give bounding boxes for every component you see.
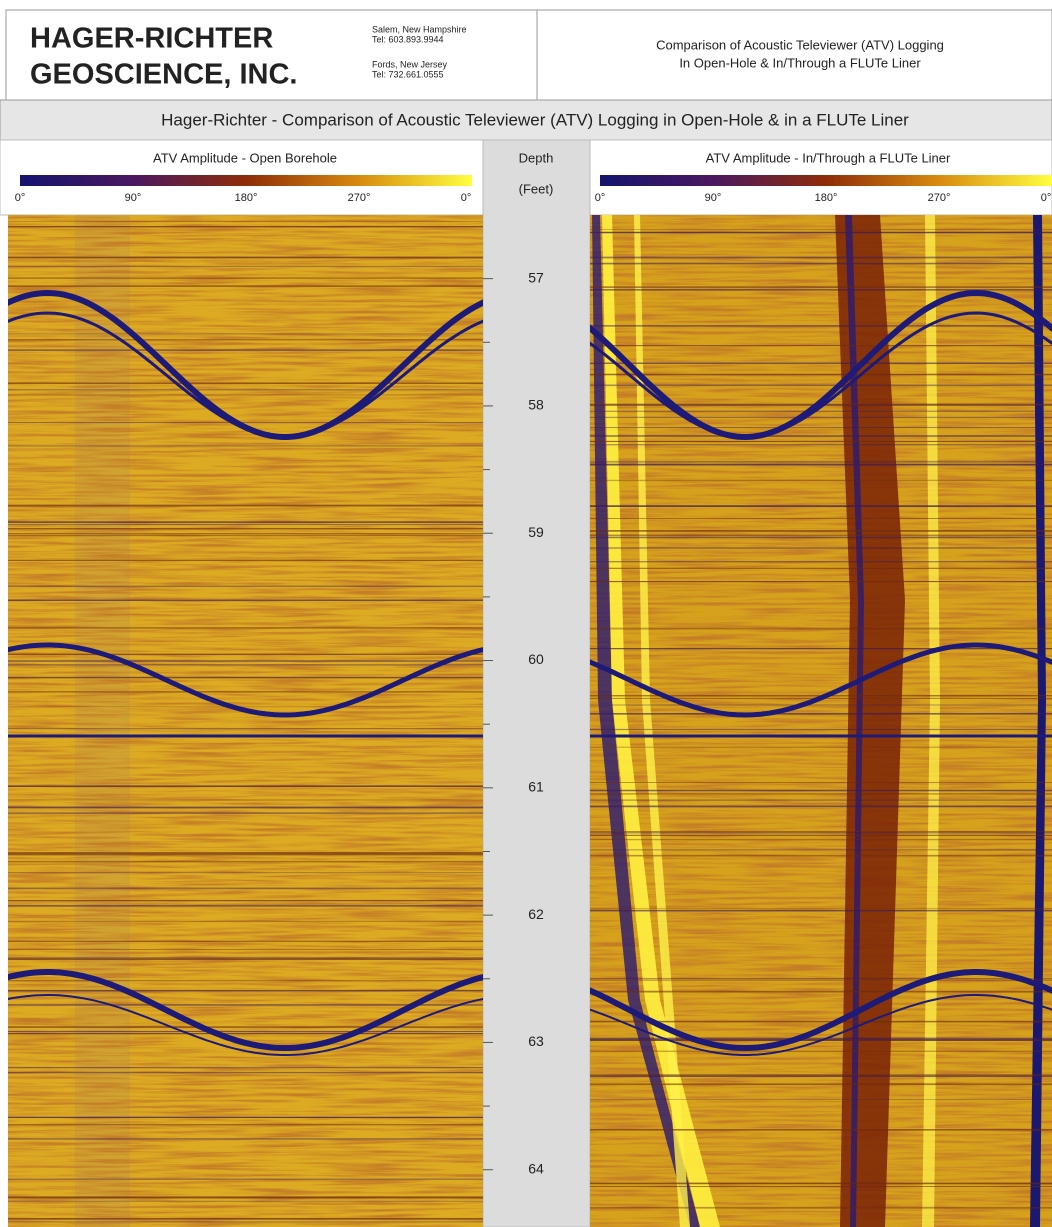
fracture-trace bbox=[590, 969, 1052, 1052]
header-box bbox=[5, 9, 1052, 101]
colorbar bbox=[600, 175, 1052, 186]
title-bar bbox=[0, 99, 1052, 141]
colorbar-tick-label: 180° bbox=[815, 192, 838, 204]
depth-tick-label: 64 bbox=[528, 1160, 544, 1176]
fracture-trace bbox=[8, 969, 483, 1051]
depth-tick-label: 63 bbox=[528, 1033, 544, 1049]
depth-tick-label: 62 bbox=[528, 906, 544, 922]
depth-tick-label: 57 bbox=[528, 269, 544, 285]
colorbar-tick-label: 0° bbox=[461, 192, 472, 204]
depth-tick-label: 61 bbox=[528, 779, 544, 795]
office: Tel: 732.661.0555 bbox=[372, 69, 444, 79]
panel-title: ATV Amplitude - Open Borehole bbox=[153, 150, 337, 165]
fracture-trace bbox=[8, 994, 483, 1056]
title: Hager-Richter - Comparison of Acoustic T… bbox=[161, 110, 909, 129]
liner-feature bbox=[845, 215, 864, 1227]
company-name: HAGER-RICHTER bbox=[30, 23, 273, 55]
header-subtitle: Comparison of Acoustic Televiewer (ATV) … bbox=[656, 37, 944, 52]
colorbar-tick-label: 90° bbox=[125, 192, 142, 204]
depth-label: (Feet) bbox=[519, 181, 554, 196]
colorbar-tick-label: 0° bbox=[1041, 192, 1052, 204]
colorbar-tick-label: 270° bbox=[928, 192, 951, 204]
header-subtitle: In Open-Hole & In/Through a FLUTe Liner bbox=[679, 55, 921, 70]
colorbar-tick-label: 180° bbox=[235, 192, 258, 204]
panel-title: ATV Amplitude - In/Through a FLUTe Liner bbox=[706, 150, 951, 165]
fracture-trace bbox=[590, 642, 1052, 718]
colorbar-tick-label: 0° bbox=[595, 192, 606, 204]
depth-tick-label: 60 bbox=[528, 651, 544, 667]
colorbar-tick-label: 270° bbox=[348, 192, 371, 204]
colorbar-tick-label: 0° bbox=[15, 192, 26, 204]
depth-tick-label: 58 bbox=[528, 397, 544, 413]
office: Tel: 603.893.9944 bbox=[372, 34, 444, 44]
depth-label: Depth bbox=[519, 150, 554, 165]
fracture-trace bbox=[8, 311, 483, 439]
borehole-image bbox=[590, 215, 1052, 1227]
office: Salem, New Hampshire bbox=[372, 24, 467, 34]
borehole-image bbox=[8, 215, 483, 1227]
colorbar-tick-label: 90° bbox=[705, 192, 722, 204]
colorbar bbox=[20, 175, 472, 186]
fracture-trace bbox=[8, 642, 483, 718]
liner-feature bbox=[634, 215, 690, 1227]
depth-track bbox=[482, 139, 591, 1227]
liner-feature bbox=[1030, 215, 1046, 1227]
fracture-trace bbox=[590, 289, 1052, 441]
fracture-trace bbox=[590, 994, 1052, 1056]
company-name: GEOSCIENCE, INC. bbox=[30, 59, 298, 91]
office: Fords, New Jersey bbox=[372, 59, 448, 69]
liner-feature bbox=[592, 215, 700, 1227]
depth-tick-label: 59 bbox=[528, 524, 544, 540]
liner-feature bbox=[922, 215, 940, 1227]
liner-feature bbox=[835, 215, 905, 1227]
fracture-trace bbox=[590, 311, 1052, 439]
